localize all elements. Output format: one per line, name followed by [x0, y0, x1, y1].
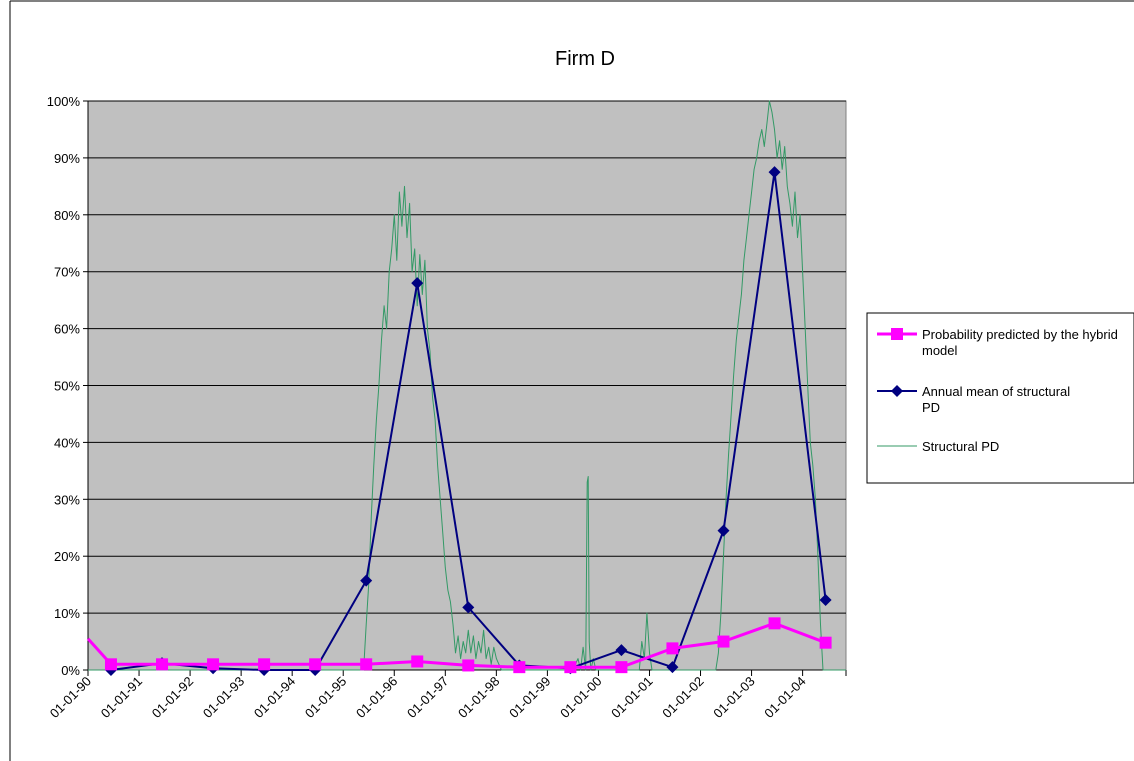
x-tick-label: 01-01-04 [761, 674, 808, 721]
legend-label-annual-line2: PD [922, 400, 940, 415]
x-tick-label: 01-01-02 [659, 674, 706, 721]
x-tick-label: 01-01-91 [98, 674, 145, 721]
legend-label-hybrid: Probability predicted by the hybrid mode… [922, 327, 1121, 358]
legend-label-structural: Structural PD [922, 439, 999, 454]
y-tick-label: 80% [54, 208, 80, 223]
data-point-annual-mean [666, 661, 679, 674]
y-tick-label: 100% [47, 94, 81, 109]
series-layer [86, 100, 846, 676]
legend-label-annual: Annual mean of structural PD [922, 384, 1074, 415]
x-tick-label: 01-01-98 [455, 674, 502, 721]
data-point-hybrid [207, 658, 220, 671]
data-point-hybrid [564, 661, 577, 674]
data-point-hybrid [156, 658, 169, 671]
x-tick-label: 01-01-01 [608, 674, 655, 721]
x-tick-label: 01-01-93 [200, 674, 247, 721]
data-point-annual-mean [717, 524, 730, 537]
data-point-hybrid [411, 655, 424, 668]
legend-label-hybrid-line2: model [922, 343, 958, 358]
data-point-hybrid [309, 658, 322, 671]
y-tick-label: 20% [54, 549, 80, 564]
x-tick-label: 01-01-03 [710, 674, 757, 721]
x-tick-label: 01-01-95 [302, 674, 349, 721]
x-tick-label: 01-01-00 [557, 674, 604, 721]
data-point-hybrid [819, 636, 832, 649]
x-tick-label: 01-01-96 [353, 674, 400, 721]
y-tick-label: 90% [54, 151, 80, 166]
grid-lines [88, 100, 846, 614]
y-tick-label: 10% [54, 606, 80, 621]
legend-marker-annual [891, 385, 903, 397]
y-tick-label: 70% [54, 265, 80, 280]
y-tick-label: 40% [54, 435, 80, 450]
data-point-annual-mean [615, 644, 628, 657]
legend-box [866, 312, 1134, 484]
y-tick-label: 60% [54, 322, 80, 337]
data-point-hybrid [768, 617, 781, 630]
data-point-annual-mean [768, 166, 781, 179]
data-point-hybrid [360, 658, 373, 671]
legend-label-annual-line1: Annual mean of structural [922, 384, 1070, 399]
data-point-hybrid [615, 661, 628, 674]
x-tick-label: 01-01-92 [149, 674, 196, 721]
data-point-hybrid [513, 661, 526, 674]
x-tick-label: 01-01-94 [251, 674, 298, 721]
legend: Probability predicted by the hybrid mode… [866, 312, 1134, 484]
data-point-annual-mean [819, 594, 832, 607]
x-tick-label: 01-01-90 [47, 674, 94, 721]
legend-label-hybrid-line1: Probability predicted by the hybrid [922, 327, 1118, 342]
x-tick-label: 01-01-99 [506, 674, 553, 721]
x-axis: 01-01-90 01-01-91 01-01-92 01-01-93 01-01-94… [47, 669, 847, 721]
data-point-hybrid [666, 642, 679, 655]
series-line-0 [86, 621, 827, 669]
chart-title: Firm D [555, 48, 615, 70]
y-axis: 0% 10% 20% 30% 40% 50% 60% 70% 80% 90% 100% [47, 94, 89, 678]
data-point-hybrid [104, 658, 117, 671]
series-line-2 [88, 100, 846, 671]
y-tick-label: 30% [54, 492, 80, 507]
data-point-hybrid [717, 635, 730, 648]
legend-marker-hybrid [891, 328, 903, 340]
data-point-hybrid [258, 658, 271, 671]
x-tick-label: 01-01-97 [404, 674, 451, 721]
data-point-annual-mean [462, 601, 475, 614]
y-tick-label: 50% [54, 379, 80, 394]
data-point-annual-mean [360, 574, 373, 587]
data-point-hybrid [462, 659, 475, 672]
data-point-annual-mean [411, 277, 424, 290]
y-tick-label: 0% [61, 663, 80, 678]
